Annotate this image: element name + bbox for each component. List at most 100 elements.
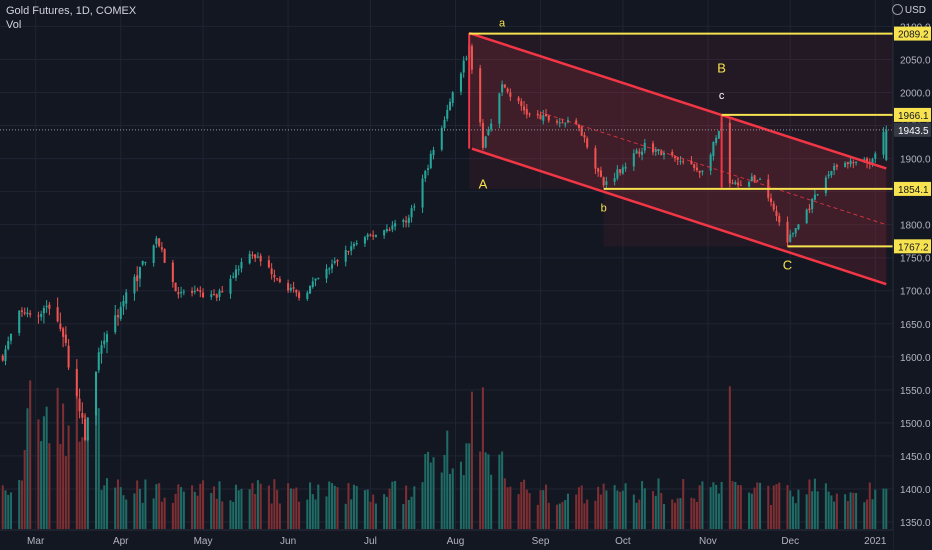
candle-body <box>465 58 468 60</box>
candle-body <box>462 60 465 73</box>
volume-bar <box>756 482 759 529</box>
candle-body <box>498 93 501 124</box>
volume-series <box>1 380 888 529</box>
volume-bar <box>602 483 605 529</box>
candle-body <box>824 177 827 194</box>
candle-body <box>778 215 781 223</box>
candle-body <box>267 260 270 268</box>
candle-body <box>866 158 869 163</box>
candle-body <box>791 233 794 235</box>
candle-body <box>882 131 885 155</box>
volume-bar <box>311 494 314 529</box>
volume-bar <box>778 482 781 529</box>
candle-body <box>64 334 67 344</box>
volume-bar <box>350 499 353 529</box>
candle-body <box>171 262 174 283</box>
volume-bar <box>528 493 531 529</box>
candle-body <box>786 221 789 243</box>
volume-bar <box>133 493 136 529</box>
volume-bar <box>385 496 388 529</box>
candle-body <box>306 292 309 300</box>
candle-body <box>624 166 627 169</box>
candle-body <box>621 167 624 174</box>
candle-body <box>276 278 279 280</box>
candle-body <box>248 254 251 264</box>
volume-bar <box>193 491 196 529</box>
candle-body <box>256 256 259 258</box>
volume-bar <box>536 504 539 529</box>
volume-bar <box>797 489 800 529</box>
candle-body <box>174 282 177 292</box>
volume-bar <box>363 490 366 529</box>
candle-body <box>577 124 580 128</box>
volume-bar <box>503 478 506 529</box>
volume-bar <box>163 497 166 529</box>
candle-body <box>138 266 141 279</box>
volume-bar <box>4 490 7 529</box>
wave-label: B <box>717 61 726 76</box>
volume-bar <box>652 491 655 529</box>
volume-bar <box>753 487 756 529</box>
volume-bar <box>462 475 465 529</box>
x-tick-label: Dec <box>781 536 799 547</box>
volume-bar <box>240 488 243 529</box>
x-tick-label: Sep <box>532 536 550 547</box>
level-zone <box>469 33 893 189</box>
candle-body <box>20 310 23 312</box>
volume-bar <box>468 443 471 529</box>
volume-bar <box>583 503 586 529</box>
candle-body <box>29 313 32 315</box>
candle-body <box>715 137 718 144</box>
volume-bar <box>501 451 504 529</box>
candle-body <box>641 151 644 155</box>
volume-bar <box>827 491 830 529</box>
volume-bar <box>830 495 833 529</box>
volume-bar <box>75 392 78 529</box>
candle-body <box>544 114 548 117</box>
candle-body <box>232 276 235 278</box>
volume-bar <box>18 480 21 529</box>
volume-bar <box>116 479 120 529</box>
volume-bar <box>849 492 852 529</box>
volume-bar <box>786 485 789 529</box>
level-price-tag-bg <box>894 181 931 196</box>
candle-body <box>215 294 218 298</box>
price-axis-background <box>893 0 932 550</box>
candle-body <box>874 153 877 159</box>
volume-bar <box>789 490 792 529</box>
wave-label: A <box>479 176 488 191</box>
candle-body <box>539 114 542 120</box>
candle-body <box>638 151 641 154</box>
candle-body <box>440 127 443 150</box>
y-tick-label: 1600.0 <box>900 353 931 364</box>
candle-body <box>372 235 375 237</box>
volume-bar <box>547 502 550 529</box>
candle-body <box>594 148 597 169</box>
level-price-tag: 1966.1 <box>898 111 929 122</box>
volume-bar <box>45 406 48 529</box>
volume-bar <box>594 500 597 529</box>
volume-bar <box>643 488 646 529</box>
candle-body <box>234 269 237 278</box>
volume-bar <box>813 478 816 529</box>
candle-body <box>698 170 701 173</box>
candle-body <box>805 209 808 224</box>
candle-body <box>427 168 430 170</box>
candle-body <box>443 119 446 129</box>
candle-body <box>391 225 394 230</box>
candle-body <box>363 237 366 244</box>
y-tick-label: 1350.0 <box>900 518 931 529</box>
volume-bar <box>844 494 847 529</box>
volume-bar <box>866 499 869 529</box>
candle-body <box>643 143 646 151</box>
volume-bar <box>868 482 871 529</box>
candle-body <box>385 228 388 232</box>
volume-bar <box>42 416 45 529</box>
candle-body <box>605 181 608 185</box>
volume-bar <box>805 494 808 529</box>
candle-body <box>202 292 205 298</box>
volume-bar <box>882 488 885 529</box>
volume-bar <box>344 503 347 529</box>
volume-bar <box>84 415 87 529</box>
